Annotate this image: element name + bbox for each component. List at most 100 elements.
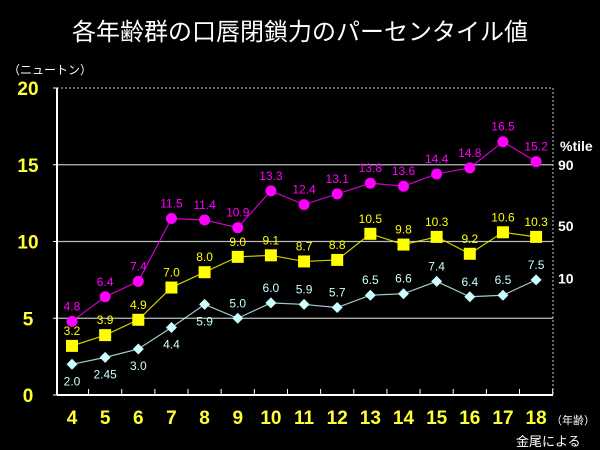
data-point [464,291,476,303]
data-point [331,302,343,314]
data-point [199,214,211,226]
data-label: 7.4 [130,259,147,273]
data-label: 8.7 [296,239,313,253]
data-point [298,199,310,211]
data-label: 10.3 [524,215,548,229]
data-point [331,253,344,266]
x-tick-label: 18 [526,408,547,429]
y-axis-unit: （ニュートン） [8,63,92,77]
data-point [496,226,509,239]
series-label-10: 10 [558,270,574,286]
x-axis-unit: （年齢） [551,413,595,427]
data-point [431,275,443,287]
data-label: 11.4 [193,198,216,212]
data-label: 5.9 [196,314,213,328]
data-point [364,177,376,189]
series-group: 4.8 6.4 7.4 11.5 11.4 10.9 13.3 12.4 13.1 13.8 13.… [64,120,548,389]
data-label: 13.6 [392,164,416,178]
data-label: 6.5 [362,273,379,287]
x-tick-label: 11 [294,408,315,429]
source-note: 金尾による [516,434,581,450]
data-point [430,230,443,243]
x-tick-label: 4 [67,408,78,429]
data-label: 6.6 [395,272,412,286]
data-label: 9.2 [461,232,478,246]
data-point [463,247,476,260]
data-label: 10.6 [491,210,515,224]
data-point [132,313,145,326]
data-point [165,321,177,333]
data-label: 12.4 [292,183,316,197]
data-label: 8.0 [196,250,213,264]
data-label: 13.3 [259,169,283,183]
y-tick-label: 20 [17,79,38,100]
x-tick-label: 10 [260,408,281,429]
data-point [464,162,476,174]
data-label: 3.0 [130,359,147,373]
series-label-50: 50 [558,218,574,234]
data-label: 14.4 [425,152,449,166]
data-label: 10.5 [359,212,383,226]
data-point [398,180,409,192]
x-tick-label: 13 [360,408,381,429]
y-tick-label: 15 [17,156,39,177]
data-label: 7.0 [163,266,180,280]
data-point [66,339,78,352]
x-tick-label: 6 [133,408,144,429]
data-label: 10.9 [226,206,250,220]
data-point [265,297,277,309]
data-point [99,291,111,303]
data-point [364,227,377,240]
x-tick-label: 17 [492,408,513,429]
y-tick-label: 0 [23,386,34,407]
x-tick-label: 8 [199,408,210,429]
x-tick-label: 12 [327,408,348,429]
data-point [199,298,211,310]
data-point [364,289,376,301]
data-label: 9.8 [395,223,412,237]
data-point [232,222,244,234]
y-tick-label: 5 [23,309,34,330]
x-tick-label: 9 [232,408,243,429]
series-label-90: 90 [558,157,574,173]
data-point [530,274,542,286]
legend-title: %tile [560,138,593,154]
data-point [66,315,78,327]
data-label: 3.2 [64,324,81,338]
data-point [497,289,509,301]
data-point [165,212,177,224]
data-label: 9.0 [229,235,246,249]
series-90: 4.8 6.4 7.4 11.5 11.4 10.9 13.3 12.4 13.1 13.8 13.… [64,120,548,327]
series-10: 2.0 2.45 3.0 4.4 5.9 5.0 6.0 5.9 5.7 6.5 6.6 7.4 6.4… [64,258,545,388]
data-point [198,266,211,279]
data-label: 2.45 [93,367,117,381]
data-label: 15.2 [524,140,548,154]
data-point [331,188,343,200]
data-label: 4.4 [163,337,180,351]
data-point [398,288,409,300]
data-label: 5.0 [229,296,246,310]
data-point [298,298,310,310]
data-label: 2.0 [64,374,81,388]
data-point [99,329,112,342]
x-tick-label: 7 [166,408,177,429]
data-point [530,156,542,168]
data-label: 6.4 [461,275,478,289]
data-label: 4.8 [64,299,81,313]
data-point [132,343,144,355]
data-point [264,249,277,262]
data-point [298,255,311,268]
data-point [530,230,543,243]
data-point [232,312,244,324]
x-tick-label: 5 [100,408,111,429]
data-label: 13.8 [359,161,383,175]
data-label: 7.4 [428,259,445,273]
data-point [132,275,144,287]
data-label: 10.3 [425,215,449,229]
x-tick-label: 15 [426,408,448,429]
data-point [497,136,509,148]
data-label: 3.9 [97,313,114,327]
data-point [397,238,410,251]
data-label: 11.5 [160,196,183,210]
data-point [66,358,78,370]
